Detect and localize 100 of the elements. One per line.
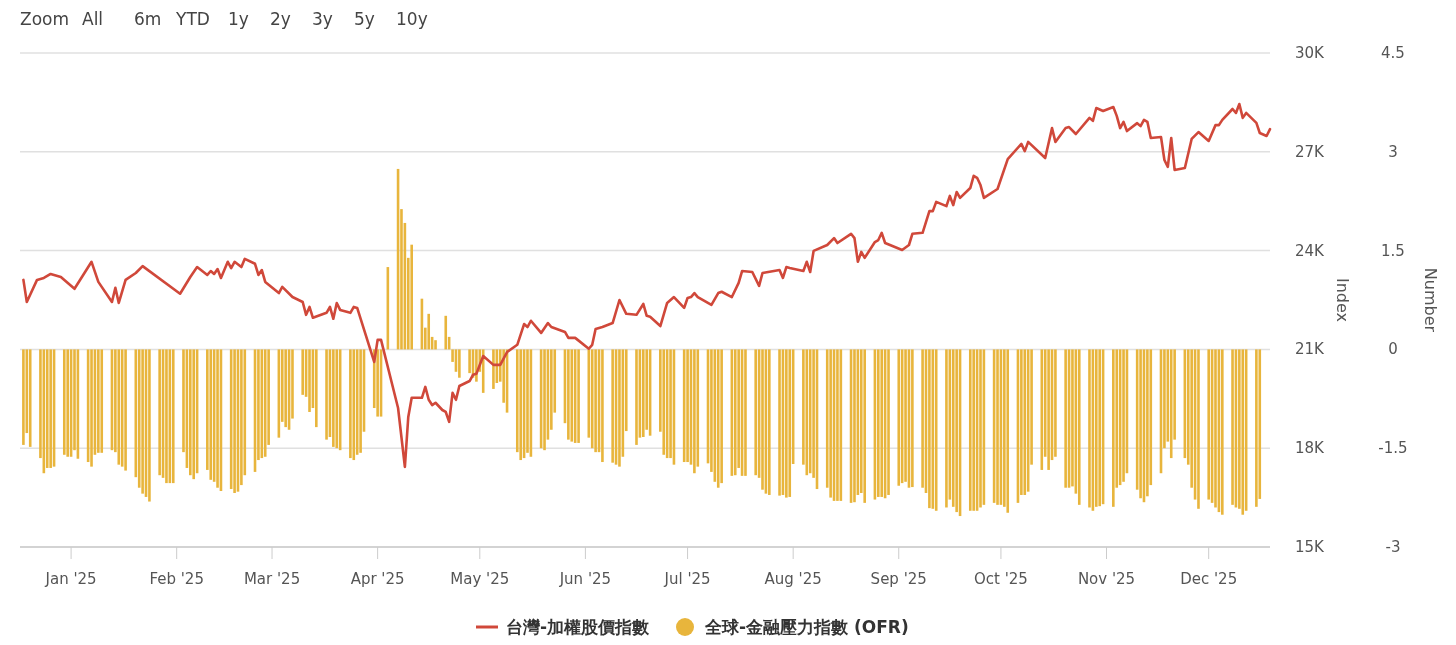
y2-tick-label: 3 [1388,142,1398,161]
bar [543,349,546,451]
bar [577,349,580,443]
bar [352,349,356,461]
bar [308,349,311,412]
bar [662,349,666,455]
bar [945,349,948,508]
bar [141,349,144,494]
bar [1241,349,1245,515]
bar [492,349,495,389]
legend-label: 全球-金融壓力指數 (OFR) [704,617,909,637]
x-tick-label: Feb '25 [149,570,204,588]
bar [1054,349,1057,457]
range-selector: Zoom All 6m YTD 1y 2y 3y 5y 10y [20,9,428,29]
x-tick-label: Nov '25 [1077,570,1136,588]
x-tick-label: Aug '25 [764,570,822,588]
bar [90,349,93,467]
bar [1112,349,1115,507]
bar [778,349,781,496]
y2-axis-title: Number [1421,267,1440,333]
bar [1064,349,1067,488]
bar [1098,349,1101,507]
bar [686,349,689,463]
bar [66,349,69,457]
bar [62,349,66,455]
line-series [22,102,1272,469]
bar [594,349,597,453]
bar [1094,349,1098,507]
y-tick-label: 27K [1295,142,1326,161]
bar [216,349,219,488]
bar [444,315,448,350]
y2-tick-label: -3 [1385,538,1401,556]
bar [1214,349,1217,508]
y2-tick-label: 0 [1388,340,1398,359]
bar [716,349,720,488]
x-tick-label: May '25 [450,570,510,588]
bar [468,349,471,374]
bar [148,349,151,502]
bar [972,349,975,511]
bar [189,349,192,476]
bar [768,349,771,495]
bar [1255,349,1258,507]
bar [519,349,522,461]
x-tick-label: Oct '25 [973,570,1028,588]
bar [434,340,437,350]
bar [1077,349,1081,505]
bar [325,349,328,440]
bar [332,349,335,447]
bar [97,349,100,453]
bar [458,349,461,378]
bar [611,349,614,463]
bar [284,349,287,428]
y-tick-label: 15K [1295,538,1326,556]
bar [877,349,880,497]
bar [968,349,972,511]
y-tick-label: 24K [1295,241,1326,260]
bar [720,349,723,484]
x-tick-label: Dec '25 [1180,570,1238,588]
bar [754,349,757,476]
bar [233,349,236,493]
bar [928,349,931,509]
bar [315,349,318,428]
bar [863,349,866,503]
bar [1139,349,1142,499]
bar [693,349,696,474]
x-tick-label: Mar '25 [243,570,301,588]
bar [996,349,999,505]
bar [49,349,52,468]
bar [22,349,25,445]
bar [376,349,379,417]
bar [788,349,792,497]
bar [567,349,570,440]
bar [911,349,914,488]
bar [761,349,764,490]
bar [100,349,104,453]
x-tick-label: Jul '25 [663,570,711,588]
bar [349,349,352,459]
bar [1040,349,1044,470]
bar [1169,349,1173,459]
y-tick-label: 18K [1295,439,1326,458]
bar [158,349,161,476]
x-tick-label: Jan '25 [44,570,97,588]
legend-label: 台灣-加權股價指數 [506,617,651,637]
y-tick-label: 30K [1295,44,1326,62]
bar [165,349,168,484]
bar [28,349,32,447]
bar [1207,349,1210,500]
y2-tick-label: -1.5 [1378,439,1408,458]
bar [1088,349,1091,508]
x-tick-label: Jun '25 [558,570,612,588]
bar [1231,349,1234,505]
bar [192,349,196,480]
bar [635,349,638,445]
bar [642,349,645,437]
bar [836,349,839,501]
bar [1006,349,1010,513]
bar [427,313,431,350]
y-axis-title: Index [1333,277,1352,323]
bar [1122,349,1125,482]
bar [1221,349,1224,515]
